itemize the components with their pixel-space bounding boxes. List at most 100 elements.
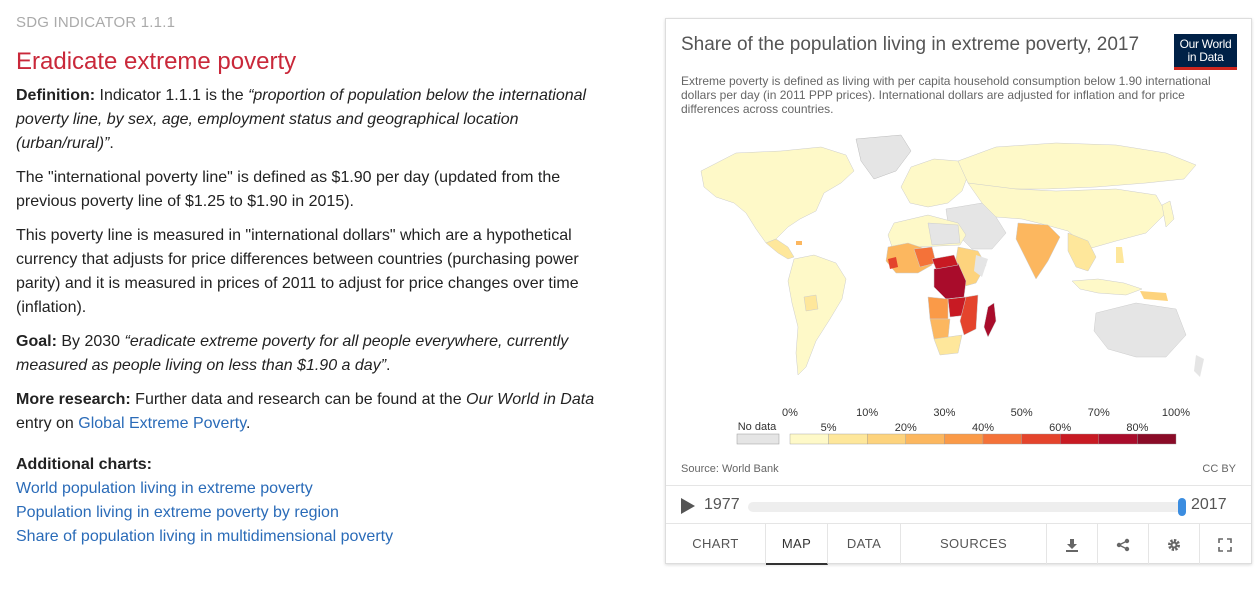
legend-bottom-label: 20%: [895, 422, 917, 434]
fullscreen-button[interactable]: [1199, 524, 1250, 565]
map-region-car: [931, 254, 959, 270]
settings-icon: [1168, 538, 1180, 551]
share-button[interactable]: [1097, 524, 1148, 565]
map-legend: No data 0% 10% 30% 50% 70% 100% 5% 20% 40% 60% 80%: [736, 407, 1190, 445]
definition-label: Definition:: [16, 87, 96, 104]
map-region-south-africa: [933, 334, 963, 356]
logo-line-1: Our World: [1179, 37, 1232, 51]
tab-data[interactable]: DATA: [828, 524, 901, 565]
legend-top-label: 10%: [856, 407, 878, 419]
map-region-somalia: [974, 255, 988, 277]
international-dollars-paragraph: This poverty line is measured in "intern…: [16, 227, 579, 316]
map-region-bolivia: [803, 294, 819, 312]
legend-no-data-label: No data: [738, 421, 777, 433]
legend-bottom-label: 40%: [972, 422, 994, 434]
timeline-start-year: 1977: [704, 496, 740, 513]
timeline-end-year: 2017: [1191, 496, 1227, 513]
goal-quote: “eradicate extreme poverty for all peopl…: [16, 333, 569, 374]
additional-charts-title: Additional charts:: [16, 456, 153, 473]
legend-bin: [828, 433, 868, 445]
indicator-text-panel: SDG INDICATOR 1.1.1 Eradicate extreme po…: [16, 14, 616, 549]
legend-bin: [1060, 433, 1100, 445]
logo-line-2: in Data: [1187, 50, 1224, 64]
map-region-russia: [957, 142, 1197, 190]
definition-paragraph: Definition: Indicator 1.1.1 is the “prop…: [16, 84, 616, 156]
more-research-end: .: [246, 415, 251, 432]
map-region-north-america: [700, 146, 855, 244]
additional-chart-link[interactable]: World population living in extreme pover…: [16, 480, 313, 497]
map-region-libya-egypt: [927, 222, 961, 246]
poverty-line-paragraph: The "international poverty line" is defi…: [16, 169, 561, 210]
goal-paragraph: Goal: By 2030 “eradicate extreme poverty…: [16, 330, 616, 378]
tab-sources[interactable]: SOURCES: [939, 536, 1008, 551]
play-icon[interactable]: [681, 498, 695, 514]
share-icon: [1116, 538, 1130, 551]
map-region-japan: [1161, 200, 1175, 228]
goal-label: Goal:: [16, 333, 57, 350]
global-extreme-poverty-link[interactable]: Global Extreme Poverty: [78, 415, 247, 432]
legend-bin: [789, 433, 829, 445]
map-region-haiti: [796, 241, 802, 245]
indicator-kicker: SDG INDICATOR 1.1.1: [16, 14, 176, 31]
legend-bottom-label: 80%: [1126, 422, 1148, 434]
world-map[interactable]: [696, 131, 1216, 401]
map-region-europe: [900, 158, 969, 208]
page-title: Eradicate extreme poverty: [16, 48, 297, 75]
tab-map[interactable]: MAP: [766, 524, 828, 565]
additional-charts-list: World population living in extreme pover…: [16, 477, 616, 549]
definition-text: Indicator 1.1.1 is the: [95, 87, 249, 104]
map-region-greenland: [855, 134, 912, 180]
timeline: 1977 2017: [666, 485, 1251, 523]
map-region-central-asia: [967, 182, 1167, 250]
map-region-philippines: [1116, 247, 1124, 263]
more-research-paragraph: More research: Further data and research…: [16, 388, 616, 436]
additional-chart-link[interactable]: Share of population living in multidimen…: [16, 528, 394, 545]
goal-text: By 2030: [56, 333, 125, 350]
map-region-india: [1015, 222, 1061, 280]
download-icon: [1066, 538, 1078, 552]
fullscreen-icon: [1218, 537, 1232, 552]
more-research-text: Further data and research can be found a…: [130, 391, 467, 408]
more-research-label: More research:: [16, 391, 131, 408]
goal-end: .: [386, 357, 391, 374]
map-region-indonesia: [1071, 278, 1143, 296]
map-region-central-america: [765, 238, 795, 260]
definition-quote: “proportion of population below the inte…: [16, 87, 587, 152]
legend-top-label: 0%: [782, 407, 798, 419]
timeline-handle[interactable]: [1178, 498, 1186, 516]
map-region-sierra-leone: [888, 257, 898, 269]
legend-top-label: 70%: [1088, 407, 1110, 419]
chart-tabs: CHART MAP DATA SOURCES: [666, 523, 1251, 565]
map-region-madagascar: [983, 302, 997, 338]
map-region-mozambique: [959, 294, 979, 336]
map-region-papua: [1140, 291, 1168, 301]
tab-chart[interactable]: CHART: [666, 524, 766, 565]
more-research-text-2: entry on: [16, 415, 79, 432]
legend-bin: [1098, 433, 1138, 445]
timeline-track[interactable]: [748, 502, 1184, 512]
legend-no-data-swatch: [736, 433, 780, 445]
chart-title: Share of the population living in extrem…: [681, 34, 1140, 55]
legend-top-label: 30%: [933, 407, 955, 419]
legend-top-label: 50%: [1011, 407, 1033, 419]
owid-logo[interactable]: Our World in Data: [1174, 34, 1237, 70]
chart-source: Source: World Bank: [681, 463, 779, 475]
map-region-namibia: [929, 318, 951, 340]
map-region-southeast-asia: [1067, 232, 1097, 272]
map-region-angola: [927, 296, 949, 320]
map-region-australia: [1093, 302, 1187, 358]
chart-license[interactable]: CC BY: [1202, 463, 1236, 475]
legend-bin: [905, 433, 945, 445]
chart-card: Share of the population living in extrem…: [665, 18, 1252, 565]
map-region-new-zealand: [1194, 355, 1204, 377]
legend-bin: [1021, 433, 1061, 445]
legend-bin: [982, 433, 1022, 445]
settings-button[interactable]: [1148, 524, 1199, 565]
legend-bin: [1137, 433, 1177, 445]
definition-end: .: [109, 135, 114, 152]
legend-bin: [866, 433, 906, 445]
download-button[interactable]: [1046, 524, 1097, 565]
additional-chart-link[interactable]: Population living in extreme poverty by …: [16, 504, 339, 521]
legend-bottom-label: 5%: [821, 422, 837, 434]
chart-subtitle: Extreme poverty is defined as living wit…: [681, 74, 1211, 116]
